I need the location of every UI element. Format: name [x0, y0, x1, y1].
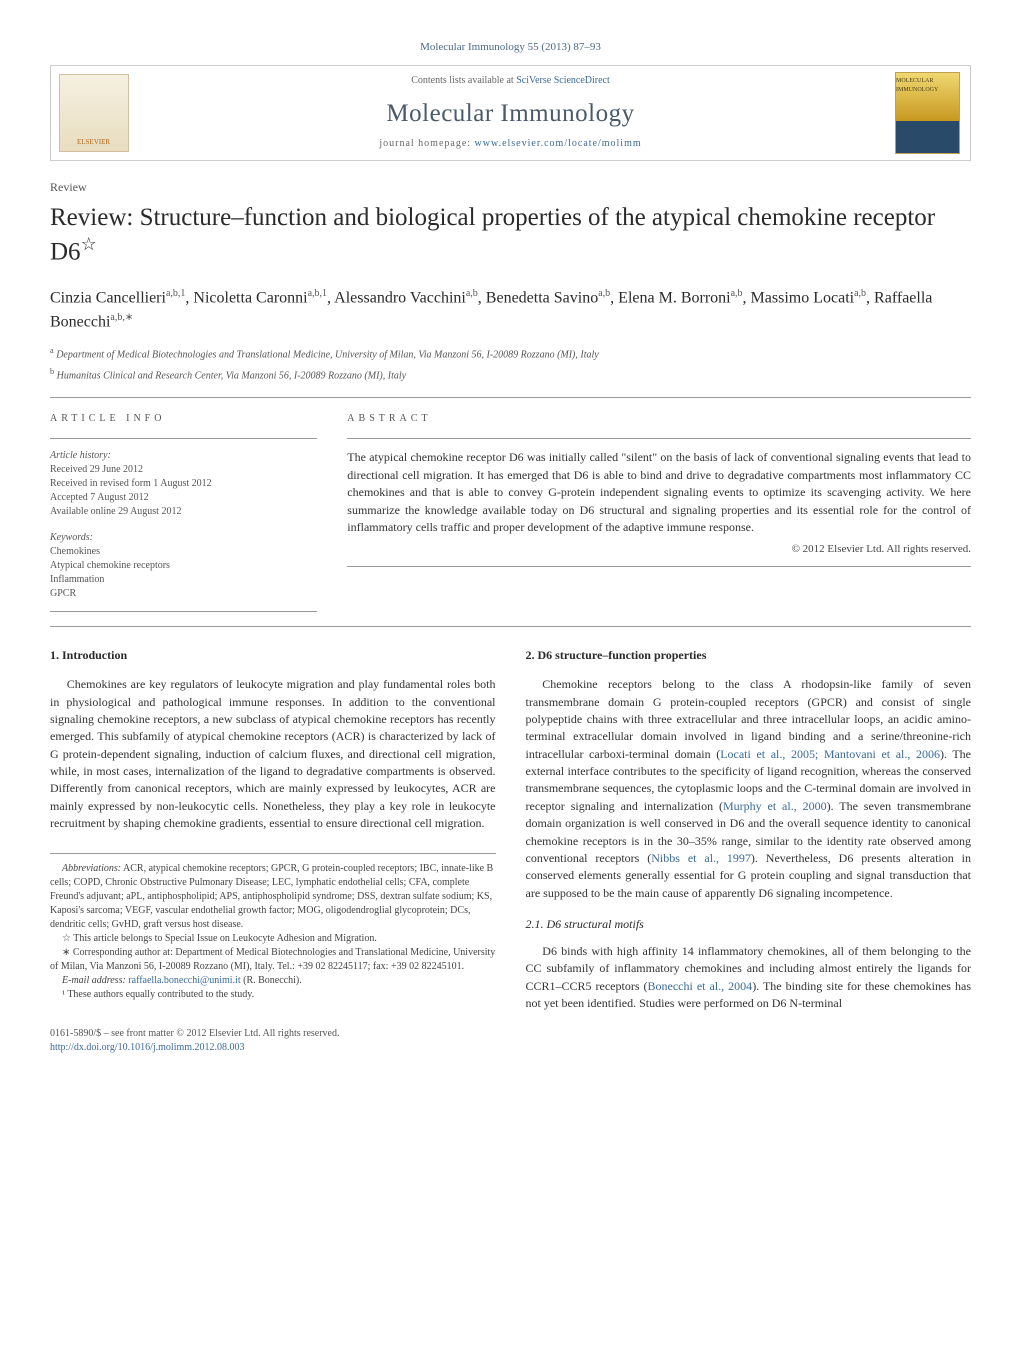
history-item: Accepted 7 August 2012	[50, 491, 317, 505]
subsection-heading: 2.1. D6 structural motifs	[526, 916, 972, 933]
author: Massimo Locati	[751, 289, 855, 306]
citation-link[interactable]: Nibbs et al., 1997	[651, 851, 751, 865]
abbrev-label: Abbreviations:	[62, 863, 121, 874]
keyword: Chemokines	[50, 545, 317, 559]
history-label: Article history:	[50, 449, 317, 463]
author: Cinzia Cancellieri	[50, 289, 166, 306]
history-item: Available online 29 August 2012	[50, 505, 317, 519]
keyword: Atypical chemokine receptors	[50, 559, 317, 573]
article-info-heading: article info	[50, 412, 317, 426]
aff-sup: b	[50, 367, 54, 376]
aff-sup: a	[50, 346, 54, 355]
journal-reference: Molecular Immunology 55 (2013) 87–93	[50, 40, 971, 55]
email-person: (R. Bonecchi).	[243, 975, 302, 986]
keyword: Inflammation	[50, 573, 317, 587]
article-title: Review: Structure–function and biologica…	[50, 202, 971, 268]
history-item: Received in revised form 1 August 2012	[50, 477, 317, 491]
body-paragraph: D6 binds with high affinity 14 inflammat…	[526, 943, 972, 1013]
affiliation: b Humanitas Clinical and Research Center…	[50, 366, 971, 383]
email-link[interactable]: raffaella.bonecchi@unimi.it	[128, 975, 240, 986]
cover-thumbnail: MOLECULAR IMMUNOLOGY	[895, 72, 960, 154]
history-block: Article history: Received 29 June 2012 R…	[50, 438, 317, 612]
front-matter-line: 0161-5890/$ – see front matter © 2012 El…	[50, 1027, 339, 1041]
footnotes: Abbreviations: ACR, atypical chemokine r…	[50, 853, 496, 1002]
keywords-label: Keywords:	[50, 531, 317, 545]
citation-link[interactable]: Murphy et al., 2000	[723, 799, 827, 813]
divider	[50, 397, 971, 398]
article-info-column: article info Article history: Received 2…	[50, 412, 317, 612]
author: Elena M. Borroni	[618, 289, 730, 306]
homepage-prefix: journal homepage:	[379, 138, 474, 149]
history-item: Received 29 June 2012	[50, 463, 317, 477]
body-paragraph: Chemokines are key regulators of leukocy…	[50, 676, 496, 833]
sciencedirect-link[interactable]: SciVerse ScienceDirect	[516, 75, 610, 86]
doi-link[interactable]: http://dx.doi.org/10.1016/j.molimm.2012.…	[50, 1041, 339, 1055]
corresponding-author-footnote: ∗ Corresponding author at: Department of…	[50, 946, 496, 974]
divider	[347, 438, 971, 439]
journal-title: Molecular Immunology	[136, 96, 885, 131]
journal-homepage: journal homepage: www.elsevier.com/locat…	[136, 137, 885, 151]
author-aff: a,b	[731, 288, 743, 299]
left-column: 1. Introduction Chemokines are key regul…	[50, 647, 496, 1012]
author-aff: a,b,1	[308, 288, 327, 299]
author-list: Cinzia Cancellieria,b,1, Nicoletta Caron…	[50, 286, 971, 335]
contents-line: Contents lists available at SciVerse Sci…	[136, 74, 885, 88]
author-aff: a,b,1	[166, 288, 185, 299]
section-heading: 1. Introduction	[50, 647, 496, 664]
aff-text: Humanitas Clinical and Research Center, …	[57, 370, 406, 381]
author-aff: a,b	[854, 288, 866, 299]
divider	[50, 626, 971, 627]
header-center: Contents lists available at SciVerse Sci…	[136, 66, 885, 160]
title-text: Review: Structure–function and biologica…	[50, 204, 935, 266]
article-type: Review	[50, 179, 971, 196]
journal-header: ELSEVIER Contents lists available at Sci…	[50, 65, 971, 161]
email-footnote: E-mail address: raffaella.bonecchi@unimi…	[50, 974, 496, 988]
elsevier-logo: ELSEVIER	[59, 74, 129, 152]
divider	[347, 566, 971, 567]
abstract-column: abstract The atypical chemokine receptor…	[347, 412, 971, 612]
equal-contribution-footnote: ¹ These authors equally contributed to t…	[50, 988, 496, 1002]
author: Benedetta Savino	[486, 289, 598, 306]
email-label: E-mail address:	[62, 975, 126, 986]
abstract-heading: abstract	[347, 412, 971, 426]
star-footnote: ☆ This article belongs to Special Issue …	[50, 932, 496, 946]
publisher-logo-container: ELSEVIER	[51, 66, 136, 160]
cover-logo-container: MOLECULAR IMMUNOLOGY	[885, 66, 970, 160]
aff-text: Department of Medical Biotechnologies an…	[56, 349, 599, 360]
footer-left: 0161-5890/$ – see front matter © 2012 El…	[50, 1027, 339, 1055]
page-footer: 0161-5890/$ – see front matter © 2012 El…	[50, 1027, 971, 1055]
affiliation: a Department of Medical Biotechnologies …	[50, 345, 971, 362]
article-info-row: article info Article history: Received 2…	[50, 412, 971, 612]
citation-link[interactable]: Bonecchi et al., 2004	[648, 979, 753, 993]
body-paragraph: Chemokine receptors belong to the class …	[526, 676, 972, 902]
author: Alessandro Vacchini	[334, 289, 466, 306]
homepage-link[interactable]: www.elsevier.com/locate/molimm	[475, 138, 642, 149]
author-aff: a,b	[466, 288, 478, 299]
author-aff: a,b,∗	[110, 312, 133, 323]
right-column: 2. D6 structure–function properties Chem…	[526, 647, 972, 1012]
author: Nicoletta Caronni	[193, 289, 307, 306]
contents-prefix: Contents lists available at	[411, 75, 516, 86]
body-columns: 1. Introduction Chemokines are key regul…	[50, 647, 971, 1012]
abbreviations-footnote: Abbreviations: ACR, atypical chemokine r…	[50, 862, 496, 932]
abstract-text: The atypical chemokine receptor D6 was i…	[347, 449, 971, 536]
keyword: GPCR	[50, 587, 317, 601]
title-star-footnote: ☆	[81, 234, 97, 254]
author-aff: a,b	[598, 288, 610, 299]
citation-link[interactable]: Locati et al., 2005; Mantovani et al., 2…	[720, 747, 940, 761]
section-heading: 2. D6 structure–function properties	[526, 647, 972, 664]
copyright-line: © 2012 Elsevier Ltd. All rights reserved…	[347, 542, 971, 557]
